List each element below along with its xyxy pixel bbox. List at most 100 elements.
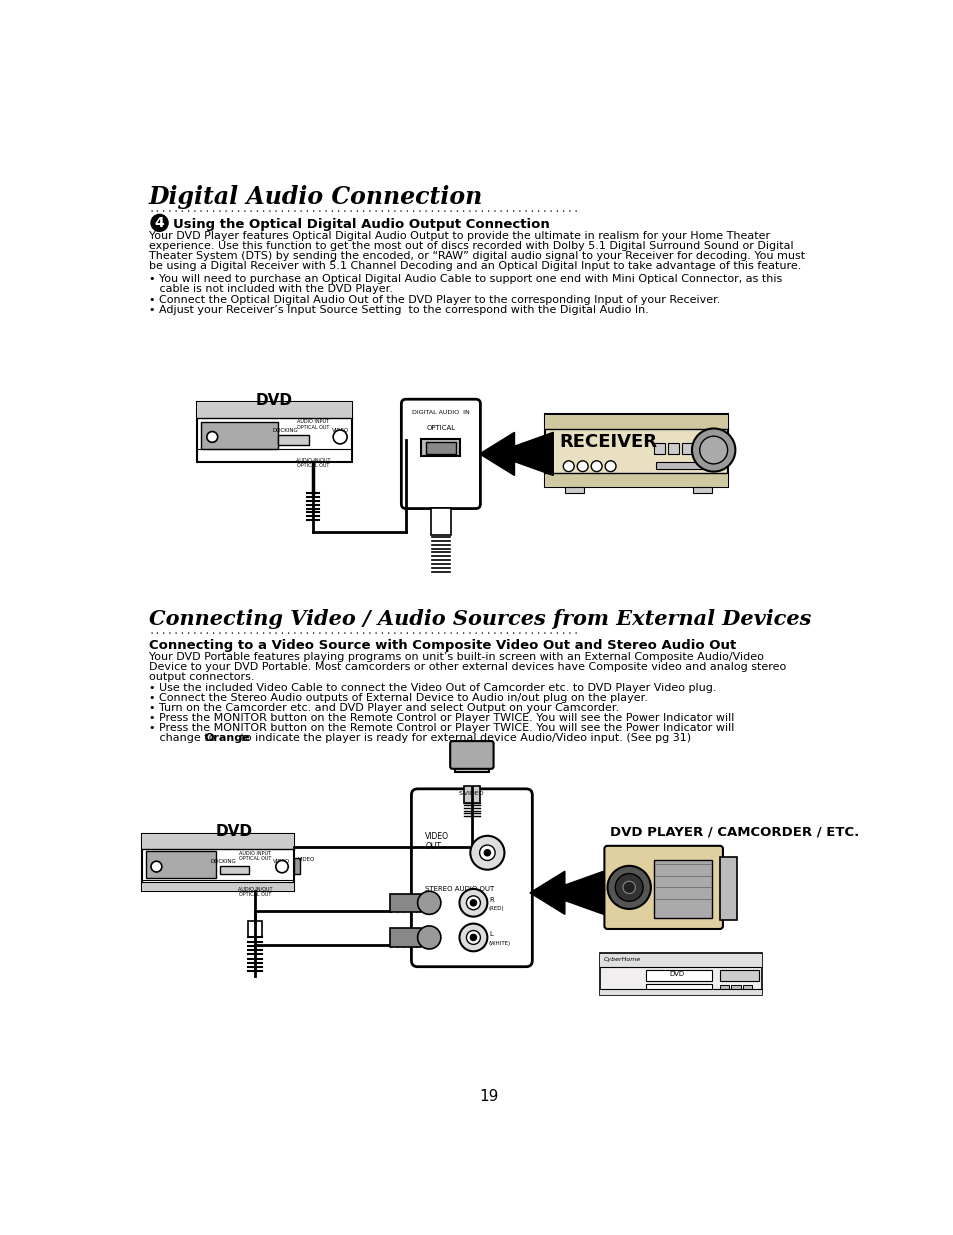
Circle shape bbox=[466, 895, 480, 910]
Bar bbox=[426, 442, 456, 454]
FancyBboxPatch shape bbox=[604, 846, 722, 929]
Circle shape bbox=[577, 461, 587, 472]
Circle shape bbox=[417, 892, 440, 914]
Text: Your DVD Player features Optical Digital Audio Output to provide the ultimate in: Your DVD Player features Optical Digital… bbox=[149, 231, 769, 241]
Bar bbox=[681, 443, 692, 454]
Circle shape bbox=[466, 930, 480, 945]
Circle shape bbox=[151, 215, 168, 231]
Bar bbox=[599, 953, 761, 995]
Circle shape bbox=[207, 431, 217, 442]
Circle shape bbox=[479, 845, 495, 861]
FancyBboxPatch shape bbox=[411, 789, 532, 967]
Circle shape bbox=[562, 461, 574, 472]
Text: (WHITE): (WHITE) bbox=[488, 941, 511, 946]
Bar bbox=[545, 473, 727, 487]
Circle shape bbox=[459, 889, 487, 916]
Text: .....................................................................: ........................................… bbox=[149, 626, 579, 636]
Text: CyberHome: CyberHome bbox=[603, 957, 640, 962]
Bar bbox=[692, 487, 711, 493]
Bar bbox=[390, 929, 421, 947]
Bar bbox=[599, 955, 761, 967]
Circle shape bbox=[591, 461, 601, 472]
Bar bbox=[294, 858, 299, 873]
Text: DVD: DVD bbox=[215, 824, 253, 840]
Text: Orange: Orange bbox=[204, 734, 250, 743]
Bar bbox=[545, 414, 727, 487]
Text: DOCKING: DOCKING bbox=[211, 858, 236, 863]
Text: VIDEO: VIDEO bbox=[331, 427, 349, 432]
Text: be using a Digital Receiver with 5.1 Channel Decoding and an Optical Digital Inp: be using a Digital Receiver with 5.1 Cha… bbox=[149, 262, 801, 272]
Text: STEREO AUDIO OUT: STEREO AUDIO OUT bbox=[425, 885, 494, 892]
Text: .....................................................................: ........................................… bbox=[149, 204, 579, 214]
Bar bbox=[720, 857, 736, 920]
Polygon shape bbox=[530, 871, 603, 914]
Text: to indicate the player is ready for external device Audio/Video input. (See pg 3: to indicate the player is ready for exte… bbox=[236, 734, 691, 743]
Circle shape bbox=[615, 873, 642, 902]
FancyBboxPatch shape bbox=[450, 741, 493, 769]
Circle shape bbox=[417, 926, 440, 948]
Circle shape bbox=[470, 900, 476, 906]
Circle shape bbox=[484, 850, 490, 856]
Circle shape bbox=[691, 429, 735, 472]
Text: • Use the included Video Cable to connect the Video Out of Camcorder etc. to DVD: • Use the included Video Cable to connec… bbox=[149, 683, 716, 693]
Bar bbox=[421, 440, 459, 456]
Bar bbox=[196, 403, 352, 462]
Bar bbox=[545, 415, 727, 430]
Bar bbox=[200, 421, 278, 448]
Text: output connectors.: output connectors. bbox=[149, 672, 253, 682]
Circle shape bbox=[333, 430, 347, 443]
Bar bbox=[220, 866, 249, 874]
Text: OPTICAL: OPTICAL bbox=[426, 425, 455, 431]
Text: Your DVD Portable features playing programs on unit’s built-in screen with an Ex: Your DVD Portable features playing progr… bbox=[149, 652, 762, 662]
Text: Connecting Video / Audio Sources from External Devices: Connecting Video / Audio Sources from Ex… bbox=[149, 609, 810, 629]
Text: • Press the MONITOR button on the Remote Control or Player TWICE. You will see t: • Press the MONITOR button on the Remote… bbox=[149, 724, 733, 734]
Text: experience. Use this function to get the most out of discs recorded with Dolby 5: experience. Use this function to get the… bbox=[149, 241, 793, 252]
Text: RECEIVER: RECEIVER bbox=[558, 433, 657, 451]
Text: VIDEO: VIDEO bbox=[297, 857, 314, 862]
Circle shape bbox=[470, 836, 504, 869]
Bar bbox=[731, 986, 740, 992]
Bar bbox=[645, 983, 711, 992]
Text: Connecting to a Video Source with Composite Video Out and Stereo Audio Out: Connecting to a Video Source with Compos… bbox=[149, 640, 735, 652]
Text: Digital Audio Connection: Digital Audio Connection bbox=[149, 185, 482, 209]
Text: • You will need to purchase an Optical Digital Audio Cable to support one end wi: • You will need to purchase an Optical D… bbox=[149, 274, 781, 284]
Bar bbox=[654, 443, 664, 454]
Text: L: L bbox=[488, 931, 493, 937]
Text: VIDEO: VIDEO bbox=[274, 858, 291, 863]
Circle shape bbox=[459, 924, 487, 951]
Circle shape bbox=[604, 461, 616, 472]
Circle shape bbox=[607, 866, 650, 909]
Text: AUDIO INPUT
OPTICAL OUT: AUDIO INPUT OPTICAL OUT bbox=[296, 420, 329, 430]
Bar bbox=[455, 755, 488, 772]
Text: • Press the MONITOR button on the Remote Control or Player TWICE. You will see t: • Press the MONITOR button on the Remote… bbox=[149, 714, 733, 724]
Bar bbox=[564, 487, 583, 493]
Text: • Connect the Optical Digital Audio Out of the DVD Player to the corresponding I: • Connect the Optical Digital Audio Out … bbox=[149, 294, 720, 305]
FancyBboxPatch shape bbox=[401, 399, 480, 509]
Text: • Turn on the Camcorder etc. and DVD Player and select Output on your Camcorder.: • Turn on the Camcorder etc. and DVD Pla… bbox=[149, 704, 618, 714]
Bar bbox=[645, 969, 711, 981]
Circle shape bbox=[470, 935, 476, 941]
Circle shape bbox=[699, 436, 727, 464]
Circle shape bbox=[275, 861, 288, 873]
Bar bbox=[464, 785, 479, 803]
Text: DOCKING: DOCKING bbox=[273, 427, 298, 432]
Bar bbox=[656, 462, 702, 469]
Bar bbox=[720, 986, 728, 992]
Text: R: R bbox=[488, 897, 493, 903]
Text: DVD: DVD bbox=[255, 393, 293, 408]
Text: (RED): (RED) bbox=[488, 906, 504, 911]
Bar bbox=[146, 851, 216, 878]
Bar bbox=[196, 403, 352, 417]
Circle shape bbox=[622, 882, 635, 894]
Bar bbox=[248, 920, 261, 937]
Bar bbox=[390, 894, 421, 911]
Text: DIGITAL AUDIO  IN: DIGITAL AUDIO IN bbox=[412, 410, 469, 415]
Text: DVD: DVD bbox=[669, 972, 684, 977]
Text: 19: 19 bbox=[478, 1089, 498, 1104]
Text: DVD PLAYER / CAMCORDER / ETC.: DVD PLAYER / CAMCORDER / ETC. bbox=[609, 826, 858, 839]
Bar bbox=[142, 882, 294, 892]
Text: • Connect the Stereo Audio outputs of External Device to Audio in/out plug on th: • Connect the Stereo Audio outputs of Ex… bbox=[149, 693, 647, 704]
Text: Device to your DVD Portable. Most camcorders or other external devices have Comp: Device to your DVD Portable. Most camcor… bbox=[149, 662, 785, 672]
Bar bbox=[667, 443, 679, 454]
Polygon shape bbox=[479, 432, 553, 475]
